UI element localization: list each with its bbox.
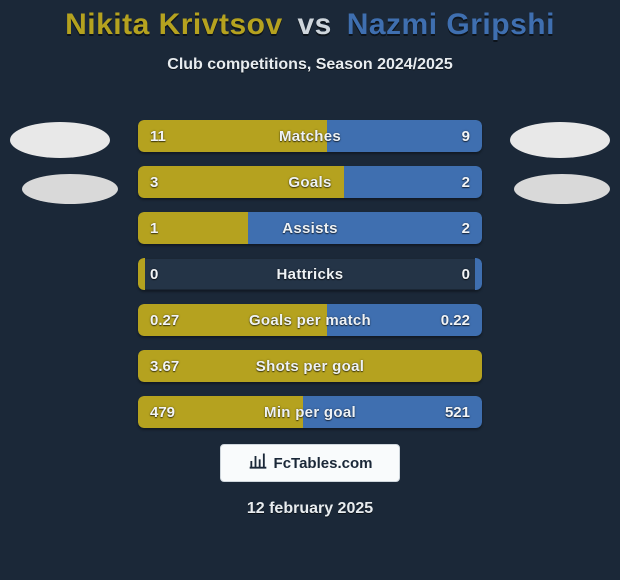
page-title: Nikita Krivtsov vs Nazmi Gripshi	[0, 0, 620, 42]
stats-bars: 119Matches 32Goals 12Assists 00Hattricks 0.2…	[138, 120, 482, 442]
source-text: FcTables.com	[274, 455, 373, 472]
stat-label: Goals	[138, 166, 482, 198]
stat-row: 119Matches	[138, 120, 482, 152]
stat-label: Matches	[138, 120, 482, 152]
player1-club-badge	[10, 122, 110, 158]
stat-label: Min per goal	[138, 396, 482, 428]
stat-label: Goals per match	[138, 304, 482, 336]
stat-row: 3.67Shots per goal	[138, 350, 482, 382]
stat-label: Assists	[138, 212, 482, 244]
stat-label: Shots per goal	[138, 350, 482, 382]
stat-row: 00Hattricks	[138, 258, 482, 290]
player1-name: Nikita Krivtsov	[65, 8, 283, 41]
player1-country-badge	[22, 174, 118, 204]
stat-row: 0.270.22Goals per match	[138, 304, 482, 336]
stat-row: 479521Min per goal	[138, 396, 482, 428]
stat-row: 32Goals	[138, 166, 482, 198]
stat-row: 12Assists	[138, 212, 482, 244]
subtitle: Club competitions, Season 2024/2025	[0, 56, 620, 74]
bars-chart-icon	[248, 451, 268, 475]
stat-label: Hattricks	[138, 258, 482, 290]
source-badge: FcTables.com	[220, 444, 400, 482]
generated-date: 12 february 2025	[0, 500, 620, 518]
comparison-card: Nikita Krivtsov vs Nazmi Gripshi Club co…	[0, 0, 620, 580]
player2-club-badge	[510, 122, 610, 158]
vs-separator: vs	[297, 8, 331, 41]
player2-name: Nazmi Gripshi	[347, 8, 555, 41]
player2-country-badge	[514, 174, 610, 204]
